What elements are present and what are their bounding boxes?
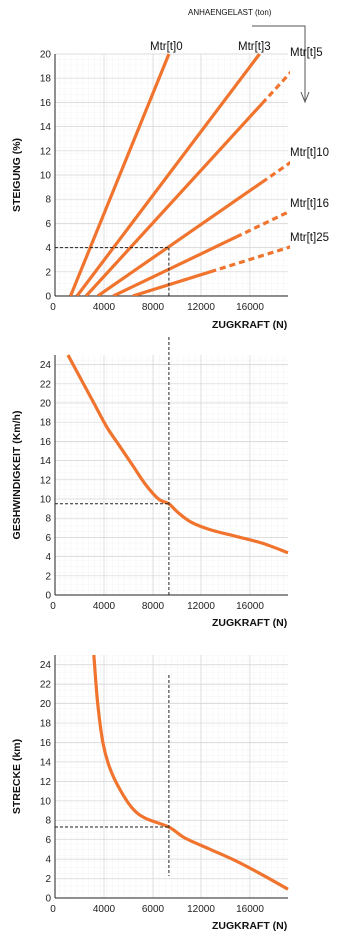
y-tick-label: 8	[45, 816, 51, 827]
y-tick-label: 14	[40, 456, 52, 467]
series-label: Mtr[t]10	[290, 147, 329, 159]
x-tick-label: 0	[50, 302, 56, 313]
x-tick-label: 4000	[93, 904, 116, 915]
y-tick-label: 22	[40, 379, 52, 390]
y-tick-label: 2	[45, 267, 51, 278]
y-tick-label: 14	[40, 122, 52, 133]
series-label: Mtr[t]0	[150, 41, 183, 53]
y-axis-label: STEIGUNG (%)	[11, 138, 23, 212]
series-line	[69, 53, 171, 296]
y-tick-label: 6	[45, 533, 51, 544]
y-tick-label: 16	[40, 738, 52, 749]
series-curve	[66, 354, 289, 555]
series-line-dashed	[260, 70, 290, 105]
x-tick-label: 8000	[142, 302, 165, 313]
series-line-dashed	[209, 245, 290, 274]
x-tick-label: 4000	[93, 601, 116, 612]
series-curve	[92, 654, 289, 891]
x-axis-label: ZUGKRAFT (N)	[212, 920, 287, 932]
y-tick-label: 0	[45, 894, 51, 905]
y-tick-label: 18	[40, 418, 52, 429]
y-tick-label: 2	[45, 571, 51, 582]
y-tick-label: 20	[40, 50, 52, 61]
series-line-solid	[96, 180, 264, 296]
y-tick-label: 10	[40, 171, 52, 182]
y-tick-label: 18	[40, 74, 52, 85]
y-tick-label: 0	[45, 292, 51, 303]
header-label: ANHAENGELAST (ton)	[188, 8, 272, 17]
y-tick-label: 4	[45, 552, 51, 563]
series-line-solid	[112, 235, 237, 296]
plot-area	[55, 655, 288, 898]
y-tick-label: 14	[40, 757, 52, 768]
y-tick-label: 8	[45, 195, 51, 206]
y-tick-label: 16	[40, 98, 52, 109]
y-tick-label: 12	[40, 475, 52, 486]
series-line-solid	[84, 102, 264, 296]
y-tick-label: 12	[40, 146, 52, 157]
x-tick-label: 8000	[142, 601, 165, 612]
series-label: Mtr[t]5	[290, 47, 323, 59]
x-tick-label: 16000	[236, 904, 264, 915]
y-tick-label: 16	[40, 437, 52, 448]
plot-area	[55, 355, 288, 595]
x-tick-label: 4000	[93, 302, 116, 313]
x-tick-label: 0	[50, 904, 56, 915]
y-tick-label: 10	[40, 495, 52, 506]
x-tick-label: 16000	[236, 302, 264, 313]
y-tick-label: 24	[40, 660, 52, 671]
x-tick-label: 12000	[187, 302, 215, 313]
x-axis-label: ZUGKRAFT (N)	[212, 617, 287, 629]
y-tick-label: 4	[45, 243, 51, 254]
x-tick-label: 12000	[187, 904, 215, 915]
y-tick-label: 6	[45, 835, 51, 846]
series-line-dashed	[235, 209, 290, 239]
x-axis-label: ZUGKRAFT (N)	[212, 319, 287, 331]
y-tick-label: 22	[40, 680, 52, 691]
x-tick-label: 12000	[187, 601, 215, 612]
y-tick-label: 0	[45, 591, 51, 602]
y-tick-label: 20	[40, 399, 52, 410]
y-tick-label: 4	[45, 855, 51, 866]
arrow-down-icon	[300, 91, 310, 104]
series-line-solid	[132, 270, 211, 296]
series-line	[75, 53, 261, 296]
series-label: Mtr[t]25	[290, 232, 329, 244]
x-tick-label: 0	[50, 601, 56, 612]
y-axis-label: STRECKE (km)	[11, 739, 23, 814]
header-bracket	[252, 25, 306, 100]
x-tick-label: 6000	[142, 904, 165, 915]
y-tick-label: 6	[45, 219, 51, 230]
x-tick-label: 16000	[236, 601, 264, 612]
y-tick-label: 12	[40, 777, 52, 788]
y-tick-label: 2	[45, 874, 51, 885]
series-label: Mtr[t]3	[238, 41, 271, 53]
y-tick-label: 24	[40, 360, 52, 371]
chart-steigung: 0 2 4 6 8 10 12 14 16 18 20 0 4000 8000 12000 16000 STEI…	[11, 41, 329, 331]
series-label: Mtr[t]16	[290, 198, 329, 210]
y-axis-label: GESHWINDIGKEIT (Km/h)	[11, 411, 23, 540]
y-tick-label: 10	[40, 796, 52, 807]
y-tick-label: 20	[40, 699, 52, 710]
y-tick-label: 8	[45, 514, 51, 525]
y-tick-label: 18	[40, 719, 52, 730]
